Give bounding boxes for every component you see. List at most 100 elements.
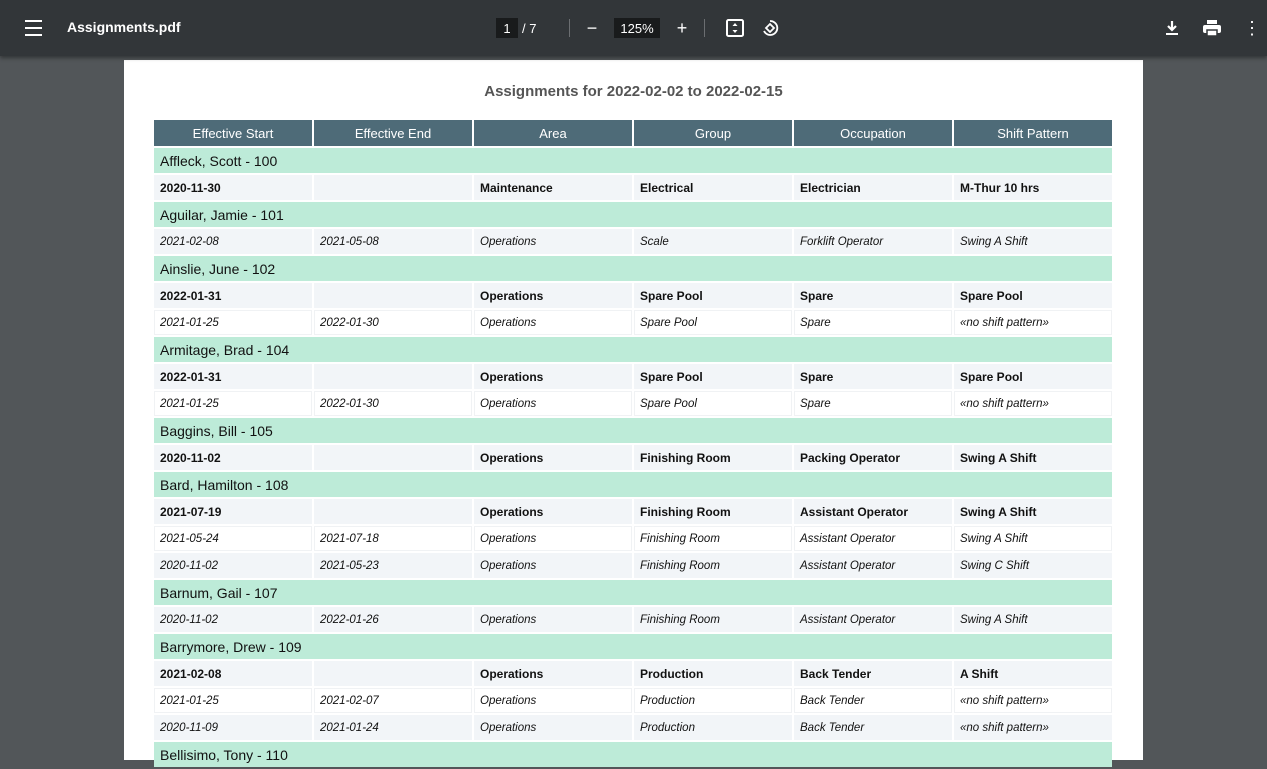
table-cell: 2021-05-08 <box>314 229 472 254</box>
rotate-icon[interactable] <box>758 16 782 40</box>
table-cell: 2021-01-24 <box>314 715 472 740</box>
table-cell: Assistant Operator <box>794 526 952 551</box>
table-cell: Operations <box>474 607 632 632</box>
employee-group-row: Armitage, Brad - 104 <box>154 337 1112 362</box>
table-cell: Operations <box>474 688 632 713</box>
download-icon[interactable] <box>1160 16 1184 40</box>
column-header: Group <box>634 120 792 146</box>
table-cell: «no shift pattern» <box>954 715 1112 740</box>
table-cell: 2021-01-25 <box>154 310 312 335</box>
table-cell: Finishing Room <box>634 445 792 470</box>
employee-name: Bellisimo, Tony - 110 <box>154 742 1112 767</box>
table-cell <box>314 175 472 200</box>
file-title: Assignments.pdf <box>67 19 181 35</box>
table-cell: Spare Pool <box>954 364 1112 389</box>
page-number-input[interactable]: 1 <box>496 18 518 38</box>
table-cell: 2022-01-30 <box>314 310 472 335</box>
fit-page-icon[interactable] <box>723 16 747 40</box>
employee-name: Aguilar, Jamie - 101 <box>154 202 1112 227</box>
table-cell: Back Tender <box>794 715 952 740</box>
table-cell: 2022-01-26 <box>314 607 472 632</box>
past-assignment-row: 2021-05-24 2021-07-18 Operations Finishing … <box>154 526 1112 551</box>
table-cell <box>314 661 472 686</box>
more-options-icon[interactable]: ⋮ <box>1243 17 1261 38</box>
table-cell: 2020-11-02 <box>154 553 312 578</box>
table-cell: Electrician <box>794 175 952 200</box>
table-cell: Swing A Shift <box>954 526 1112 551</box>
table-cell: Maintenance <box>474 175 632 200</box>
column-header: Effective Start <box>154 120 312 146</box>
past-assignment-row: 2021-01-25 2022-01-30 Operations Spare Pool… <box>154 310 1112 335</box>
table-cell: Swing A Shift <box>954 499 1112 524</box>
table-cell: Spare Pool <box>634 364 792 389</box>
employee-name: Armitage, Brad - 104 <box>154 337 1112 362</box>
table-cell: A Shift <box>954 661 1112 686</box>
past-assignment-row: 2020-11-02 2021-05-23 Operations Finishing … <box>154 553 1112 578</box>
table-cell <box>314 364 472 389</box>
table-cell: Operations <box>474 526 632 551</box>
current-assignment-row: 2022-01-31 Operations Spare Pool Spare Spare… <box>154 283 1112 308</box>
past-assignment-row: 2021-01-25 2021-02-07 Operations Production… <box>154 688 1112 713</box>
table-cell: Spare Pool <box>954 283 1112 308</box>
table-cell: Operations <box>474 715 632 740</box>
table-cell: 2021-02-08 <box>154 661 312 686</box>
table-cell: Packing Operator <box>794 445 952 470</box>
pdf-page: Assignments for 2022-02-02 to 2022-02-15… <box>124 60 1143 767</box>
table-header: Effective Start Effective End Area Group Occ… <box>154 120 1112 146</box>
table-cell: 2021-02-08 <box>154 229 312 254</box>
current-assignment-row: 2021-02-08 Operations Production Back Tende… <box>154 661 1112 686</box>
employee-name: Barnum, Gail - 107 <box>154 580 1112 605</box>
table-cell: Spare <box>794 364 952 389</box>
past-assignment-row: 2021-02-08 2021-05-08 Operations Scale Forkl… <box>154 229 1112 254</box>
table-cell <box>314 499 472 524</box>
table-cell: 2022-01-31 <box>154 283 312 308</box>
table-cell: Back Tender <box>794 688 952 713</box>
table-cell <box>314 283 472 308</box>
menu-icon[interactable] <box>22 18 44 38</box>
employee-group-row: Aguilar, Jamie - 101 <box>154 202 1112 227</box>
employee-group-row: Bard, Hamilton - 108 <box>154 472 1112 497</box>
table-cell: Operations <box>474 553 632 578</box>
employee-group-row: Barrymore, Drew - 109 <box>154 634 1112 659</box>
table-cell: Spare <box>794 391 952 416</box>
document-title: Assignments for 2022-02-02 to 2022-02-15 <box>484 83 783 100</box>
table-cell: Operations <box>474 445 632 470</box>
print-icon[interactable] <box>1200 16 1224 40</box>
zoom-out-icon[interactable]: − <box>586 17 598 38</box>
table-cell: Operations <box>474 661 632 686</box>
table-cell: Swing A Shift <box>954 229 1112 254</box>
table-cell: Operations <box>474 499 632 524</box>
table-cell: Back Tender <box>794 661 952 686</box>
column-header: Occupation <box>794 120 952 146</box>
employee-group-row: Ainslie, June - 102 <box>154 256 1112 281</box>
table-cell: 2020-11-02 <box>154 445 312 470</box>
past-assignment-row: 2020-11-09 2021-01-24 Operations Production… <box>154 715 1112 740</box>
employee-name: Affleck, Scott - 100 <box>154 148 1112 173</box>
table-cell: «no shift pattern» <box>954 688 1112 713</box>
table-cell: 2021-07-19 <box>154 499 312 524</box>
table-cell: 2021-01-25 <box>154 391 312 416</box>
table-cell: 2020-11-30 <box>154 175 312 200</box>
table-cell: Operations <box>474 391 632 416</box>
table-cell: Spare Pool <box>634 283 792 308</box>
zoom-in-icon[interactable]: + <box>676 17 688 38</box>
employee-name: Ainslie, June - 102 <box>154 256 1112 281</box>
divider <box>569 19 570 37</box>
table-cell: Finishing Room <box>634 526 792 551</box>
table-cell: Finishing Room <box>634 553 792 578</box>
table-cell: Spare Pool <box>634 391 792 416</box>
table-cell: Operations <box>474 364 632 389</box>
employee-group-row: Bellisimo, Tony - 110 <box>154 742 1112 767</box>
table-cell: 2021-02-07 <box>314 688 472 713</box>
table-cell: 2022-01-30 <box>314 391 472 416</box>
table-cell: 2022-01-31 <box>154 364 312 389</box>
zoom-input[interactable]: 125% <box>614 18 660 38</box>
current-assignment-row: 2021-07-19 Operations Finishing Room Assist… <box>154 499 1112 524</box>
table-cell: Swing A Shift <box>954 445 1112 470</box>
employee-name: Baggins, Bill - 105 <box>154 418 1112 443</box>
table-cell: Finishing Room <box>634 607 792 632</box>
table-cell: Forklift Operator <box>794 229 952 254</box>
page-total: / 7 <box>522 20 537 36</box>
table-cell: 2020-11-09 <box>154 715 312 740</box>
table-cell: Spare <box>794 310 952 335</box>
